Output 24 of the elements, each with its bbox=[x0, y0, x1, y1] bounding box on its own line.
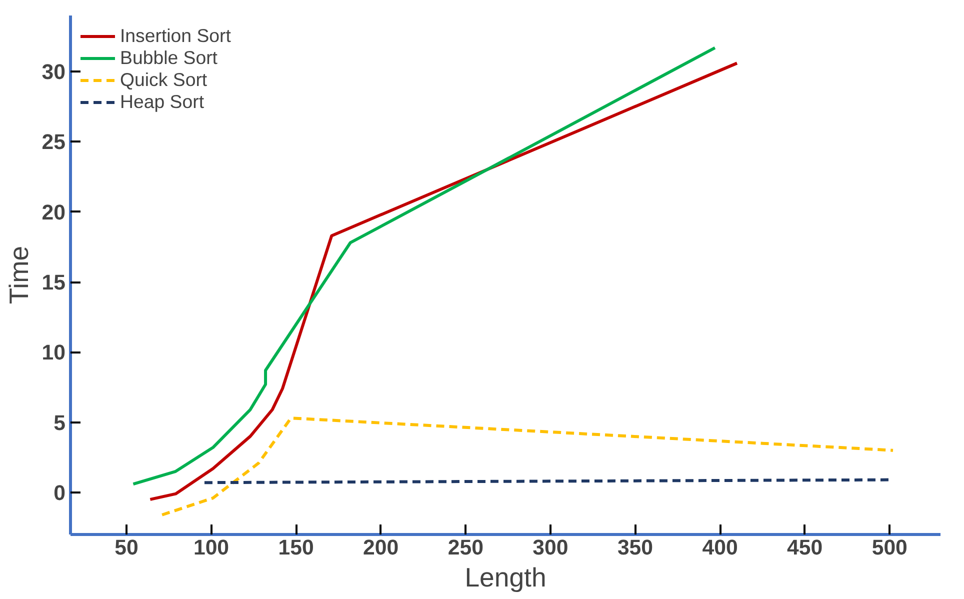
legend-label: Heap Sort bbox=[120, 91, 204, 113]
x-tick-label: 400 bbox=[702, 536, 738, 560]
x-tick-label: 150 bbox=[278, 536, 314, 560]
x-tick-label: 100 bbox=[193, 536, 230, 560]
y-axis-title: Time bbox=[4, 246, 34, 304]
legend-label: Insertion Sort bbox=[120, 25, 231, 47]
line-series bbox=[160, 416, 895, 516]
y-tick-label: 25 bbox=[42, 130, 66, 154]
x-axis-title: Length bbox=[464, 562, 546, 592]
legend-label: Bubble Sort bbox=[120, 47, 218, 69]
y-tick-label: 10 bbox=[42, 340, 66, 365]
y-tick-label: 20 bbox=[42, 200, 66, 224]
x-tick-label: 200 bbox=[363, 536, 399, 560]
x-tick-label: 50 bbox=[114, 536, 138, 560]
y-tick-label: 0 bbox=[54, 480, 66, 505]
y-tick-label: 5 bbox=[54, 410, 66, 435]
x-tick-label: 500 bbox=[872, 536, 908, 560]
x-tick-label: 300 bbox=[532, 536, 568, 560]
x-tick-label: 250 bbox=[448, 536, 484, 560]
x-tick-label: 350 bbox=[617, 536, 654, 560]
y-tick-label: 30 bbox=[42, 60, 66, 84]
y-tick-label: 15 bbox=[42, 270, 66, 295]
legend-label: Quick Sort bbox=[120, 69, 208, 91]
x-tick-label: 450 bbox=[787, 536, 823, 560]
